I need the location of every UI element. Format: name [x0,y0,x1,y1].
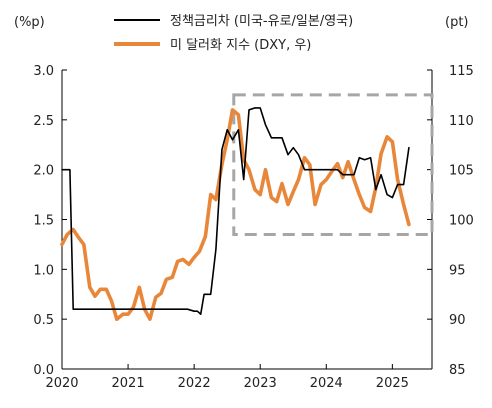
left-tick-label: 0.0 [33,363,54,378]
right-tick-label: 115 [449,64,474,79]
legend: 정책금리차 (미국-유로/일본/영국) 미 달러화 지수 (DXY, 우) [114,14,353,53]
x-tick-label: 2020 [45,376,78,391]
series-layer [60,107,411,322]
right-tick-label: 105 [449,164,474,179]
x-tick-label: 2025 [376,376,409,391]
series-line-policy-rate-gap [61,107,410,316]
right-tick-label: 85 [449,363,466,378]
left-tick-label: 1.5 [33,214,54,229]
right-tick-label: 95 [449,263,466,278]
right-tick-label: 90 [449,313,466,328]
left-tick-label: 2.5 [33,114,54,129]
left-tick-label: 2.0 [33,164,54,179]
legend-label-dollar-index: 미 달러화 지수 (DXY, 우) [170,38,311,53]
left-tick-label: 0.5 [33,313,54,328]
legend-label-policy-rate-gap: 정책금리차 (미국-유로/일본/영국) [170,14,353,29]
left-axis-unit-label: (%p) [14,15,45,30]
axes: 0.0 0.5 1.0 1.5 2.0 2.5 3.0 85 90 95 100 105 110 115 2… [33,64,474,391]
right-tick-label: 100 [449,214,474,229]
right-tick-label: 110 [449,114,474,129]
x-tick-label: 2023 [244,376,277,391]
right-axis-unit-label: (pt) [445,15,469,30]
x-tick-label: 2024 [310,376,343,391]
x-tick-label: 2022 [178,376,211,391]
left-tick-label: 3.0 [33,64,54,79]
left-tick-label: 1.0 [33,263,54,278]
x-tick-label: 2021 [112,376,145,391]
highlight-dashed-box [232,93,434,236]
highlight-box-layer [232,93,434,236]
series-line-dollar-index [60,108,411,322]
